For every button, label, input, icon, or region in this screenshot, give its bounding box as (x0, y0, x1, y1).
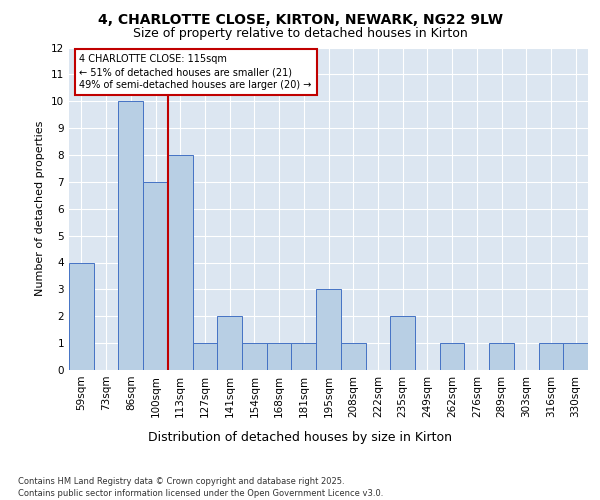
Bar (440, 343, 464, 370)
Y-axis label: Number of detached properties: Number of detached properties (35, 121, 46, 296)
Text: Contains HM Land Registry data © Crown copyright and database right 2025.
Contai: Contains HM Land Registry data © Crown c… (18, 476, 383, 498)
Bar (267, 343, 292, 370)
Bar (217, 316, 242, 370)
Text: Size of property relative to detached houses in Kirton: Size of property relative to detached ho… (133, 28, 467, 40)
Bar (390, 316, 415, 370)
Text: 4, CHARLOTTE CLOSE, KIRTON, NEWARK, NG22 9LW: 4, CHARLOTTE CLOSE, KIRTON, NEWARK, NG22… (97, 12, 503, 26)
Bar (118, 101, 143, 370)
Bar (242, 343, 267, 370)
Text: 4 CHARLOTTE CLOSE: 115sqm
← 51% of detached houses are smaller (21)
49% of semi-: 4 CHARLOTTE CLOSE: 115sqm ← 51% of detac… (79, 54, 312, 90)
Bar (292, 343, 316, 370)
Bar (563, 343, 588, 370)
Bar (539, 343, 563, 370)
Bar (489, 343, 514, 370)
Bar (168, 155, 193, 370)
Bar (143, 182, 168, 370)
Text: Distribution of detached houses by size in Kirton: Distribution of detached houses by size … (148, 431, 452, 444)
Bar (69, 262, 94, 370)
Bar (316, 290, 341, 370)
Bar (193, 343, 217, 370)
Bar (341, 343, 365, 370)
